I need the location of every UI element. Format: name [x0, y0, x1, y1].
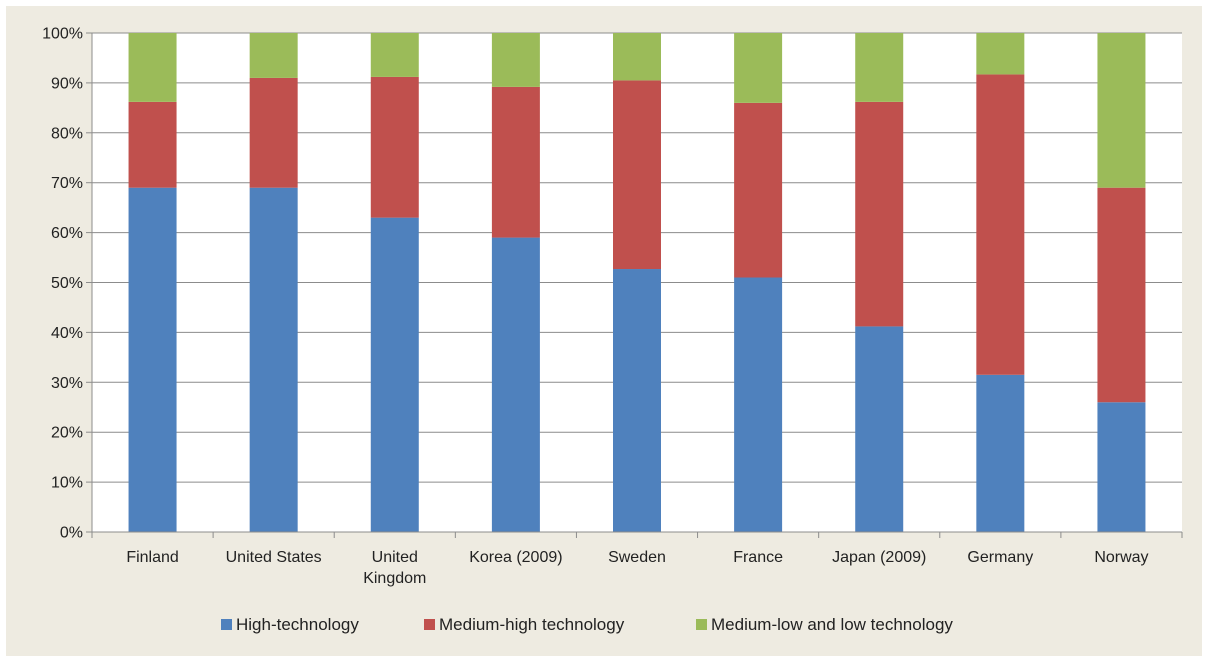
x-tick-label: Norway — [1094, 549, 1148, 566]
bars — [128, 33, 1146, 532]
legend-label: High-technology — [236, 615, 359, 634]
x-tick-label: Japan (2009) — [832, 549, 926, 566]
legend-label: Medium-high technology — [439, 615, 625, 634]
x-tick-label: Korea (2009) — [469, 549, 562, 566]
legend-label: Medium-low and low technology — [711, 615, 953, 634]
bar-united-states-medium-low-and-low-technology — [249, 33, 298, 78]
y-tick-label: 0% — [60, 525, 83, 542]
y-tick-label: 40% — [51, 325, 83, 342]
bar-finland-medium-low-and-low-technology — [128, 33, 177, 102]
chart-frame: 0% 10% 20% 30% 40% 50% 60% 70% 80% 90% 100% Finland… — [6, 6, 1202, 656]
legend-swatch — [424, 619, 435, 630]
bar-japan-2009-medium-high-technology — [855, 101, 904, 327]
x-tick-label: Germany — [967, 549, 1033, 566]
y-tick-label: 50% — [51, 275, 83, 292]
legend-swatch — [696, 619, 707, 630]
y-tick-label: 90% — [51, 75, 83, 92]
legend-swatch — [221, 619, 232, 630]
bar-sweden-medium-low-and-low-technology — [613, 33, 661, 81]
bar-germany-medium-high-technology — [976, 74, 1025, 375]
x-tick-label: France — [733, 549, 783, 566]
x-tick-label: Finland — [126, 549, 178, 566]
bar-norway-medium-low-and-low-technology — [1097, 33, 1146, 188]
bar-united-kingdom-medium-high-technology — [370, 76, 419, 218]
x-tick-label: United States — [226, 549, 322, 566]
bar-france-high-technology — [734, 277, 783, 532]
bar-korea-2009-medium-low-and-low-technology — [491, 33, 540, 87]
bar-sweden-medium-high-technology — [613, 80, 661, 270]
stacked-bar-chart: 0% 10% 20% 30% 40% 50% 60% 70% 80% 90% 100% Finland… — [42, 26, 1183, 634]
x-tick-label: Sweden — [608, 549, 666, 566]
bar-united-states-medium-high-technology — [249, 77, 298, 188]
bar-norway-medium-high-technology — [1097, 187, 1146, 403]
x-tick-label: United — [372, 549, 418, 566]
axes: 0% 10% 20% 30% 40% 50% 60% 70% 80% 90% 100% Finland… — [42, 26, 1183, 587]
bar-japan-2009-medium-low-and-low-technology — [855, 33, 904, 102]
bar-france-medium-low-and-low-technology — [734, 33, 783, 103]
bar-germany-high-technology — [976, 374, 1025, 532]
legend: High-technology Medium-high technology Med… — [221, 615, 953, 634]
bar-korea-2009-high-technology — [491, 237, 540, 532]
y-tick-label: 20% — [51, 425, 83, 442]
bar-france-medium-high-technology — [734, 102, 783, 278]
y-tick-label: 30% — [51, 375, 83, 392]
x-tick-label: Kingdom — [363, 570, 426, 587]
y-tick-label: 70% — [51, 175, 83, 192]
bar-united-kingdom-high-technology — [370, 217, 419, 532]
bar-korea-2009-medium-high-technology — [491, 86, 540, 238]
y-tick-label: 100% — [42, 26, 83, 43]
bar-finland-high-technology — [128, 187, 177, 532]
y-tick-label: 80% — [51, 125, 83, 142]
bar-japan-2009-high-technology — [855, 326, 904, 532]
y-tick-label: 10% — [51, 475, 83, 492]
bar-sweden-high-technology — [613, 269, 661, 532]
bar-norway-high-technology — [1097, 402, 1146, 532]
bar-finland-medium-high-technology — [128, 101, 177, 188]
bar-united-kingdom-medium-low-and-low-technology — [370, 33, 419, 77]
bar-germany-medium-low-and-low-technology — [976, 33, 1025, 75]
y-tick-label: 60% — [51, 225, 83, 242]
bar-united-states-high-technology — [249, 187, 298, 532]
